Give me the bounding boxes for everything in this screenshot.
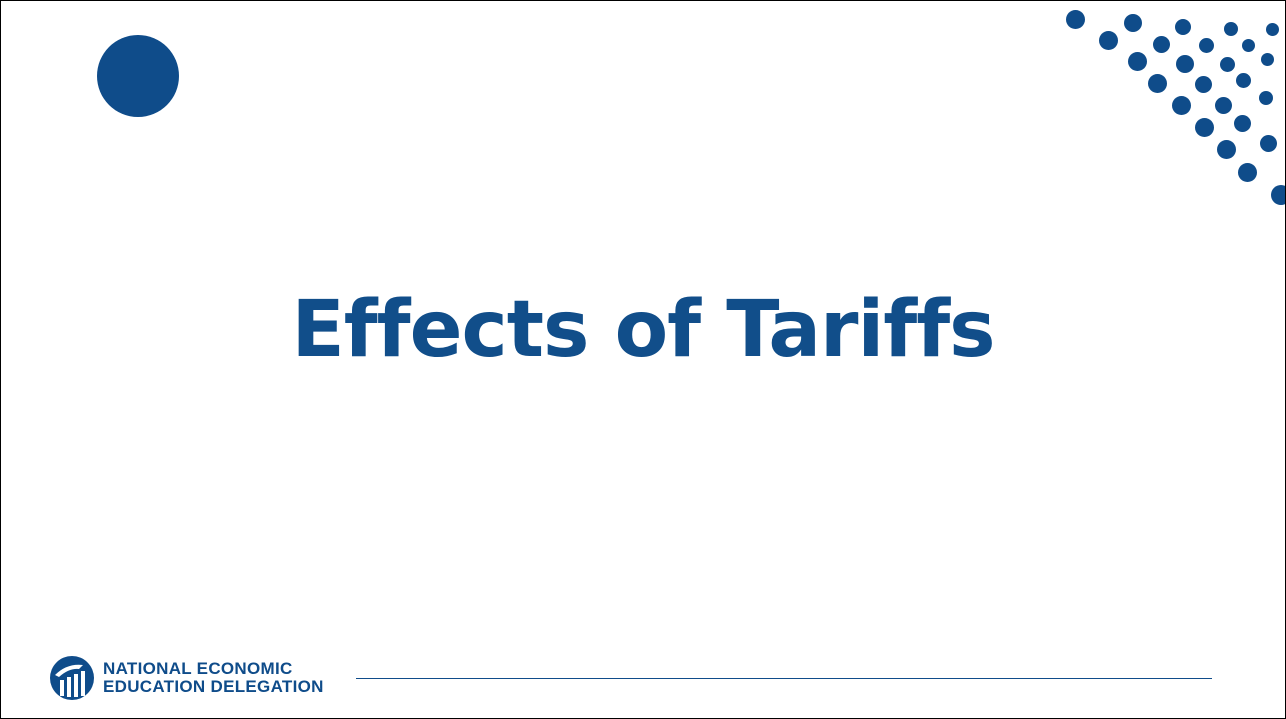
footer-logo: NATIONAL ECONOMIC EDUCATION DELEGATION [49,655,324,701]
big-circle-decoration [97,35,179,117]
footer-divider [356,678,1212,679]
logo-line-1: NATIONAL ECONOMIC [103,659,293,678]
logo-text: NATIONAL ECONOMIC EDUCATION DELEGATION [103,660,324,696]
logo-line-2: EDUCATION DELEGATION [103,677,324,696]
need-logo-icon [50,656,94,700]
dot-pattern-decoration [1055,1,1285,211]
slide-title: Effects of Tariffs [291,285,995,375]
